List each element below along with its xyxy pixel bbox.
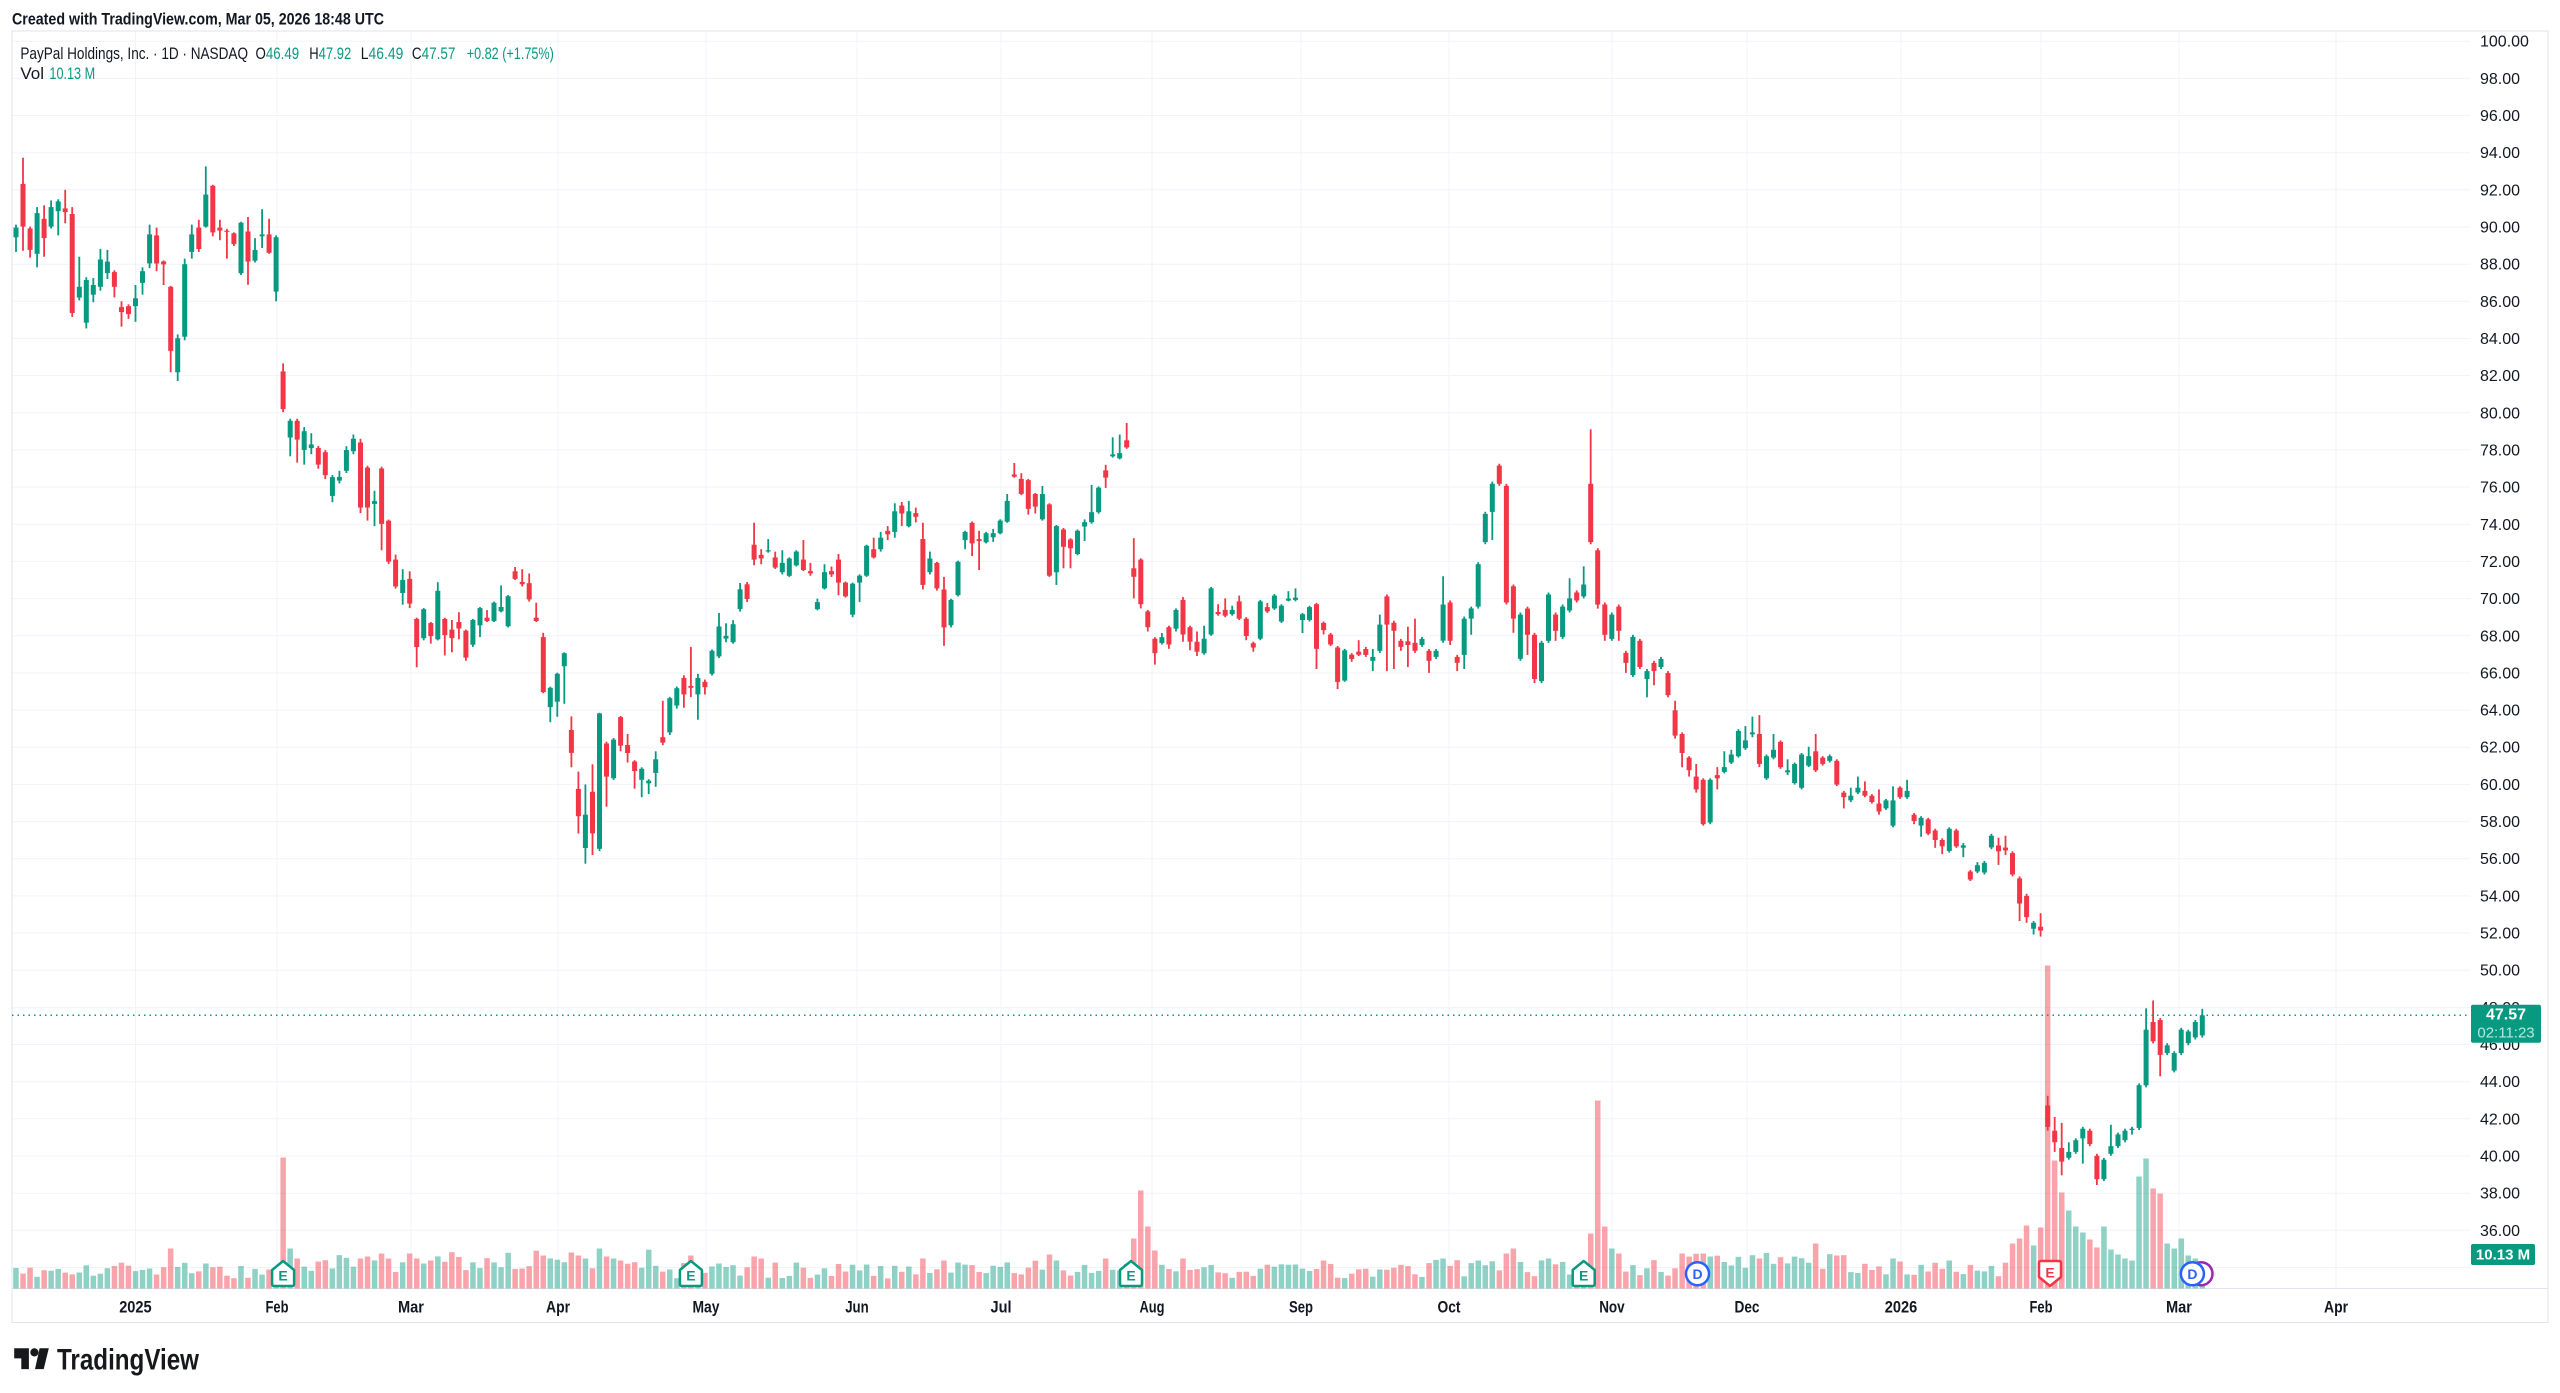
- svg-text:Mar: Mar: [398, 1298, 424, 1317]
- svg-text:78.00: 78.00: [2480, 443, 2520, 460]
- svg-text:74.00: 74.00: [2480, 517, 2520, 534]
- svg-text:Jul: Jul: [991, 1298, 1012, 1317]
- svg-text:E: E: [1579, 1268, 1588, 1284]
- svg-text:72.00: 72.00: [2480, 554, 2520, 571]
- svg-text:52.00: 52.00: [2480, 926, 2520, 943]
- svg-text:Nov: Nov: [1599, 1298, 1625, 1317]
- svg-text:Feb: Feb: [266, 1298, 289, 1317]
- svg-text:May: May: [693, 1298, 720, 1317]
- svg-text:H47.92: H47.92: [309, 44, 351, 63]
- svg-text:+0.82 (+1.75%): +0.82 (+1.75%): [467, 44, 554, 63]
- svg-text:54.00: 54.00: [2480, 888, 2520, 905]
- svg-text:60.00: 60.00: [2480, 777, 2520, 794]
- svg-text:D: D: [2187, 1266, 2197, 1282]
- svg-text:44.00: 44.00: [2480, 1074, 2520, 1091]
- svg-text:66.00: 66.00: [2480, 665, 2520, 682]
- svg-text:94.00: 94.00: [2480, 145, 2520, 162]
- svg-text:Oct: Oct: [1438, 1298, 1461, 1317]
- svg-text:E: E: [2045, 1265, 2054, 1281]
- svg-text:62.00: 62.00: [2480, 740, 2520, 757]
- svg-text:92.00: 92.00: [2480, 182, 2520, 199]
- svg-text:Created with TradingView.com,: Created with TradingView.com, Mar 05, 20…: [12, 10, 384, 29]
- svg-text:TradingView: TradingView: [57, 1344, 199, 1377]
- svg-text:86.00: 86.00: [2480, 294, 2520, 311]
- svg-text:47.57: 47.57: [2486, 1006, 2526, 1023]
- svg-text:Apr: Apr: [546, 1298, 570, 1317]
- svg-text:Vol: Vol: [20, 64, 44, 83]
- svg-text:82.00: 82.00: [2480, 368, 2520, 385]
- svg-text:42.00: 42.00: [2480, 1111, 2520, 1128]
- svg-text:PayPal Holdings, Inc. · 1D · N: PayPal Holdings, Inc. · 1D · NASDAQ: [20, 44, 248, 63]
- svg-text:Mar: Mar: [2166, 1298, 2192, 1317]
- svg-text:88.00: 88.00: [2480, 257, 2520, 274]
- svg-text:Feb: Feb: [2030, 1298, 2053, 1317]
- svg-text:2026: 2026: [1885, 1298, 1918, 1317]
- svg-text:50.00: 50.00: [2480, 963, 2520, 980]
- svg-text:Sep: Sep: [1289, 1298, 1313, 1317]
- svg-text:76.00: 76.00: [2480, 480, 2520, 497]
- svg-text:70.00: 70.00: [2480, 591, 2520, 608]
- svg-text:38.00: 38.00: [2480, 1186, 2520, 1203]
- svg-text:40.00: 40.00: [2480, 1149, 2520, 1166]
- svg-text:10.13 M: 10.13 M: [2476, 1247, 2530, 1264]
- svg-text:O46.49: O46.49: [256, 44, 300, 63]
- svg-text:96.00: 96.00: [2480, 108, 2520, 125]
- svg-text:L46.49: L46.49: [361, 44, 404, 63]
- svg-text:E: E: [686, 1268, 695, 1284]
- svg-text:98.00: 98.00: [2480, 71, 2520, 88]
- svg-text:58.00: 58.00: [2480, 814, 2520, 831]
- svg-text:80.00: 80.00: [2480, 405, 2520, 422]
- svg-text:10.13 M: 10.13 M: [49, 64, 95, 83]
- svg-text:D: D: [1692, 1266, 1702, 1282]
- svg-text:E: E: [278, 1268, 287, 1284]
- svg-text:2025: 2025: [119, 1298, 152, 1317]
- svg-text:90.00: 90.00: [2480, 220, 2520, 237]
- svg-text:100.00: 100.00: [2480, 34, 2529, 51]
- svg-text:36.00: 36.00: [2480, 1223, 2520, 1240]
- svg-text:56.00: 56.00: [2480, 851, 2520, 868]
- svg-text:Jun: Jun: [845, 1298, 869, 1317]
- svg-text:68.00: 68.00: [2480, 628, 2520, 645]
- svg-text:Dec: Dec: [1735, 1298, 1760, 1317]
- svg-text:84.00: 84.00: [2480, 331, 2520, 348]
- svg-text:Aug: Aug: [1140, 1298, 1165, 1317]
- svg-text:E: E: [1126, 1268, 1135, 1284]
- svg-text:02:11:23: 02:11:23: [2477, 1024, 2534, 1041]
- svg-text:C47.57: C47.57: [412, 44, 456, 63]
- svg-text:Apr: Apr: [2324, 1298, 2348, 1317]
- svg-text:64.00: 64.00: [2480, 703, 2520, 720]
